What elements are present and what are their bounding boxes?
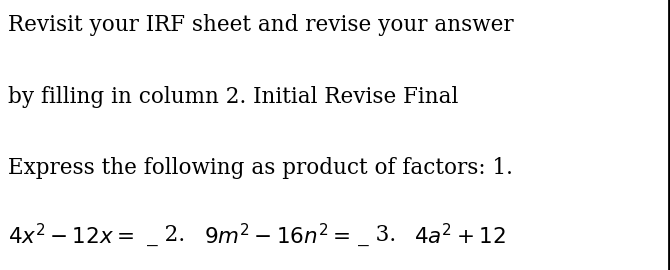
Text: Revisit your IRF sheet and revise your answer: Revisit your IRF sheet and revise your a… [8, 14, 514, 35]
Text: $9m^2-16n^2=$: $9m^2-16n^2=$ [204, 224, 350, 249]
Text: _ 3.: _ 3. [358, 224, 397, 246]
Text: $4x^2-12x=$: $4x^2-12x=$ [8, 224, 134, 249]
Text: _ 2.: _ 2. [147, 224, 186, 246]
Text: by filling in column 2. Initial Revise Final: by filling in column 2. Initial Revise F… [8, 86, 458, 108]
Text: Express the following as product of factors: 1.: Express the following as product of fact… [8, 157, 513, 178]
Text: $4a^2+12$: $4a^2+12$ [414, 224, 506, 249]
